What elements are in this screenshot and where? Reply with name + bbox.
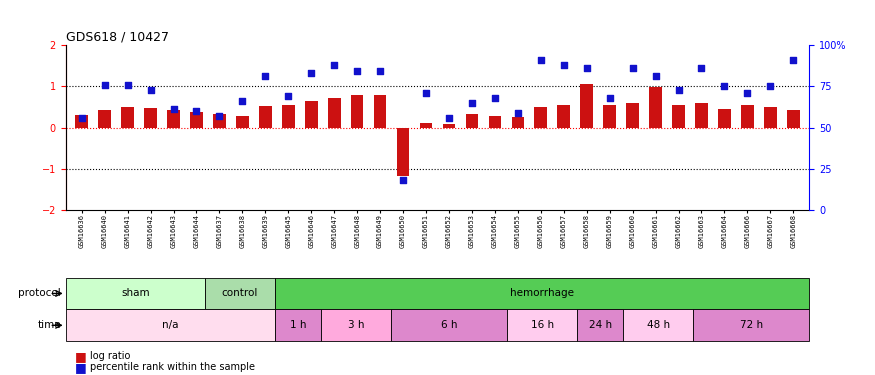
Bar	[351, 94, 363, 128]
Bar	[626, 103, 639, 128]
Bar	[259, 106, 271, 128]
Point	[718, 83, 732, 89]
Bar	[214, 114, 226, 128]
Bar	[66, 309, 275, 341]
Point	[121, 82, 135, 88]
Bar	[443, 124, 455, 128]
Point	[373, 68, 387, 74]
Bar	[580, 84, 593, 128]
Text: ■: ■	[74, 350, 86, 363]
Point	[350, 68, 364, 74]
Text: ■: ■	[74, 361, 86, 374]
Point	[327, 62, 341, 68]
Point	[556, 62, 570, 68]
Point	[166, 106, 180, 112]
Bar	[275, 278, 809, 309]
Text: percentile rank within the sample: percentile rank within the sample	[90, 363, 256, 372]
Bar	[144, 108, 157, 128]
Point	[763, 83, 777, 89]
Bar	[66, 278, 205, 309]
Point	[74, 115, 88, 121]
Text: 72 h: 72 h	[739, 320, 763, 330]
Point	[603, 95, 617, 101]
Point	[626, 65, 640, 71]
Bar	[672, 105, 685, 128]
Point	[648, 74, 662, 80]
Text: protocol: protocol	[18, 288, 61, 298]
Point	[98, 82, 112, 88]
Bar	[304, 101, 318, 128]
Point	[213, 113, 227, 119]
Bar	[741, 105, 753, 128]
Bar	[420, 123, 432, 128]
Point	[419, 90, 433, 96]
Text: hemorrhage: hemorrhage	[510, 288, 574, 298]
Text: 16 h: 16 h	[530, 320, 554, 330]
Point	[740, 90, 754, 96]
Text: n/a: n/a	[162, 320, 178, 330]
Point	[488, 95, 502, 101]
Point	[671, 87, 685, 93]
Point	[304, 70, 318, 76]
Point	[258, 74, 272, 80]
Bar	[649, 87, 662, 128]
Point	[190, 108, 204, 114]
Text: 3 h: 3 h	[348, 320, 364, 330]
Bar	[507, 309, 577, 341]
Point	[580, 65, 594, 71]
Bar	[167, 110, 180, 128]
Bar	[466, 114, 479, 128]
Point	[695, 65, 709, 71]
Bar	[374, 95, 387, 128]
Text: 1 h: 1 h	[290, 320, 306, 330]
Bar	[623, 309, 693, 341]
Text: control: control	[221, 288, 258, 298]
Bar	[695, 103, 708, 128]
Bar	[275, 309, 321, 341]
Point	[787, 57, 801, 63]
Text: time: time	[38, 320, 61, 330]
Point	[465, 100, 479, 106]
Bar	[282, 105, 295, 128]
Bar	[190, 112, 203, 128]
Point	[144, 87, 158, 93]
Bar	[535, 107, 547, 128]
Bar	[75, 115, 88, 128]
Text: 24 h: 24 h	[589, 320, 612, 330]
Bar	[396, 128, 410, 176]
Bar	[604, 105, 616, 128]
Bar	[122, 107, 134, 128]
Bar	[236, 116, 248, 128]
Text: GDS618 / 10427: GDS618 / 10427	[66, 31, 169, 44]
Point	[511, 110, 525, 116]
Point	[281, 93, 295, 99]
Text: 48 h: 48 h	[647, 320, 670, 330]
Bar	[764, 107, 777, 128]
Bar	[787, 110, 800, 128]
Text: sham: sham	[121, 288, 150, 298]
Bar	[557, 105, 570, 128]
Point	[235, 98, 249, 104]
Bar	[718, 108, 731, 128]
Bar	[205, 278, 275, 309]
Bar	[321, 309, 391, 341]
Bar	[577, 309, 623, 341]
Text: 6 h: 6 h	[441, 320, 458, 330]
Bar	[693, 309, 809, 341]
Text: log ratio: log ratio	[90, 351, 130, 361]
Bar	[328, 98, 340, 128]
Point	[534, 57, 548, 63]
Bar	[488, 116, 501, 128]
Point	[442, 115, 456, 121]
Point	[396, 177, 410, 183]
Bar	[98, 110, 111, 128]
Bar	[512, 117, 524, 128]
Bar	[391, 309, 507, 341]
